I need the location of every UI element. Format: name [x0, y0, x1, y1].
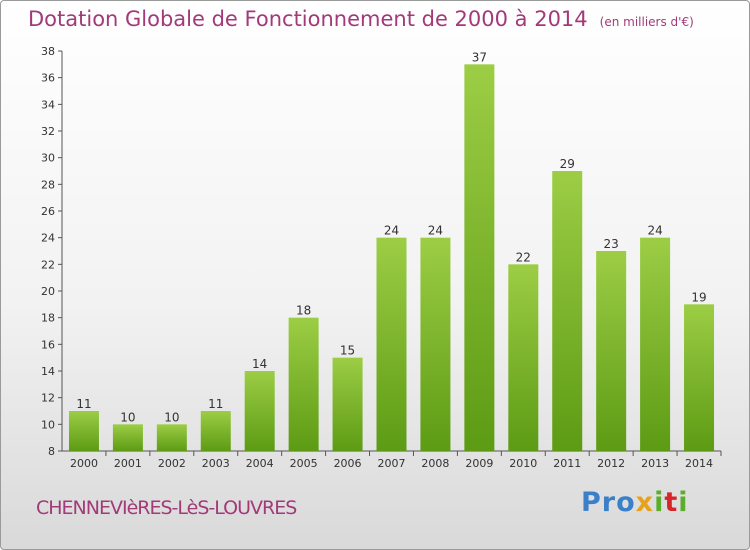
x-tick-label: 2003 [202, 457, 230, 470]
x-tick-label: 2004 [246, 457, 274, 470]
y-tick-label: 36 [41, 72, 55, 85]
bar-value-label: 23 [604, 237, 619, 251]
x-tick-label: 2010 [509, 457, 537, 470]
bar [640, 237, 671, 451]
bar [464, 64, 495, 452]
title-text: Dotation Globale de Fonctionnement de 20… [28, 7, 588, 31]
y-tick-label: 26 [41, 205, 55, 218]
bar-value-label: 14 [252, 357, 267, 371]
bar-value-label: 15 [340, 344, 355, 358]
bar-value-label: 11 [76, 397, 91, 411]
y-tick-label: 34 [41, 98, 55, 111]
logo-part: x [635, 487, 655, 518]
chart-title: Dotation Globale de Fonctionnement de 20… [28, 7, 694, 31]
y-tick-label: 18 [41, 312, 55, 325]
bar-value-label: 10 [164, 410, 179, 424]
logo-part: i [654, 487, 665, 518]
bar [244, 371, 275, 451]
x-tick-label: 2006 [334, 457, 362, 470]
bar-value-label: 24 [384, 224, 399, 238]
logo-part: i [678, 487, 689, 518]
proxiti-logo: Proxiti [581, 487, 689, 518]
y-tick-label: 24 [41, 232, 55, 245]
x-tick-label: 2007 [378, 457, 406, 470]
x-tick-label: 2000 [70, 457, 98, 470]
x-tick-label: 2008 [421, 457, 449, 470]
bar-value-label: 22 [516, 250, 531, 264]
y-tick-label: 28 [41, 178, 55, 191]
y-tick-label: 22 [41, 258, 55, 271]
bar-value-label: 24 [428, 224, 443, 238]
y-tick-label: 16 [41, 338, 55, 351]
x-tick-label: 2005 [290, 457, 318, 470]
bar [420, 237, 451, 451]
x-tick-label: 2011 [553, 457, 581, 470]
y-tick-label: 30 [41, 152, 55, 165]
bar-value-label: 24 [647, 224, 662, 238]
y-tick-label: 10 [41, 418, 55, 431]
bar-value-label: 37 [472, 50, 487, 64]
bar [68, 411, 99, 451]
x-tick-label: 2009 [465, 457, 493, 470]
logo-part: Pro [581, 487, 636, 518]
bar-value-label: 10 [120, 410, 135, 424]
x-tick-label: 2014 [685, 457, 713, 470]
bar [552, 171, 583, 451]
bar-value-label: 19 [691, 290, 706, 304]
x-tick-label: 2013 [641, 457, 669, 470]
bar [376, 237, 407, 451]
bar-value-label: 29 [560, 157, 575, 171]
y-tick-label: 32 [41, 125, 55, 138]
y-tick-label: 20 [41, 285, 55, 298]
y-tick-label: 8 [48, 445, 55, 458]
y-tick-label: 12 [41, 392, 55, 405]
x-tick-label: 2001 [114, 457, 142, 470]
x-tick-label: 2002 [158, 457, 186, 470]
bar [684, 304, 715, 451]
x-tick-label: 2012 [597, 457, 625, 470]
bar [332, 357, 363, 451]
bar [596, 251, 627, 451]
y-tick-label: 14 [41, 365, 55, 378]
bar [112, 424, 143, 451]
bar [200, 411, 231, 451]
y-tick-label: 38 [41, 45, 55, 58]
logo-part: t [664, 487, 679, 518]
bar [156, 424, 187, 451]
unit-text: (en milliers d'€) [599, 15, 694, 29]
bar [288, 317, 319, 451]
bar [508, 264, 539, 451]
bar-value-label: 18 [296, 304, 311, 318]
town-name: CHENNEVIèRES-LèS-LOUVRES [36, 497, 297, 519]
bar-value-label: 11 [208, 397, 223, 411]
